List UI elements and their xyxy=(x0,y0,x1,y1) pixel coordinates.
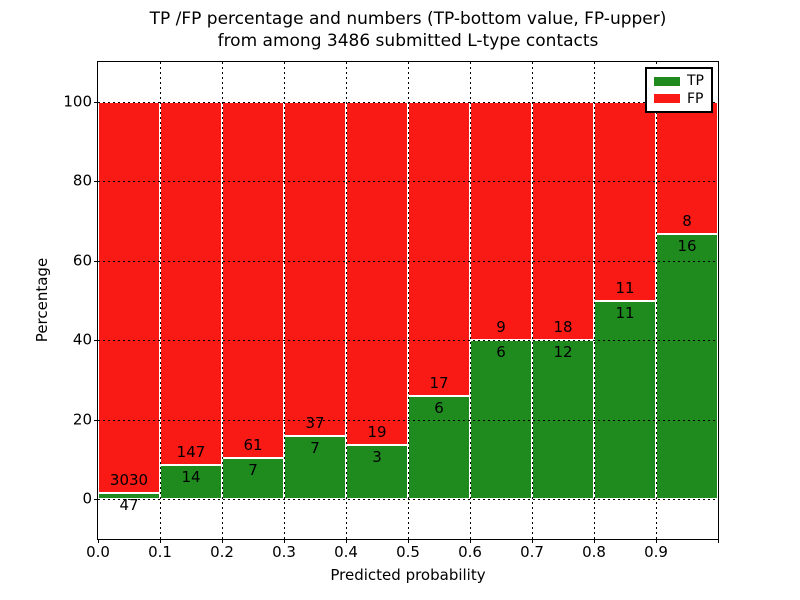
tp-count-label: 47 xyxy=(119,496,139,515)
tp-count-label: 14 xyxy=(181,467,201,486)
legend-entry-tp: TP xyxy=(647,74,711,88)
tp-count-label: 6 xyxy=(496,343,506,362)
fp-count-label: 9 xyxy=(496,318,506,337)
fp-bar-segment xyxy=(222,101,284,459)
legend-label-fp: FP xyxy=(687,90,704,107)
x-tick-label: 0.1 xyxy=(148,543,172,561)
x-gridline xyxy=(408,62,409,539)
tp-count-label: 11 xyxy=(615,303,635,322)
fp-count-label: 11 xyxy=(615,278,635,297)
chart-title: TP /FP percentage and numbers (TP-bottom… xyxy=(98,8,718,52)
x-tick-label: 0.8 xyxy=(582,543,606,561)
x-gridline xyxy=(222,62,223,539)
x-gridline xyxy=(284,62,285,539)
x-tick xyxy=(408,539,409,543)
x-tick xyxy=(532,539,533,543)
fp-bar-segment xyxy=(594,101,656,301)
tp-bar-segment xyxy=(656,234,718,500)
tp-bar-segment xyxy=(98,493,160,500)
x-tick-label: 0.9 xyxy=(644,543,668,561)
tp-bar-segment xyxy=(594,300,656,500)
x-tick-label: 0.0 xyxy=(86,543,110,561)
x-tick xyxy=(594,539,595,543)
tp-count-label: 7 xyxy=(310,439,320,457)
y-tick xyxy=(94,419,98,421)
x-tick xyxy=(284,539,285,543)
fp-swatch-icon xyxy=(654,94,680,104)
x-tick-label: 0.2 xyxy=(210,543,234,561)
tp-count-label: 16 xyxy=(677,237,697,256)
x-tick-label: 0.7 xyxy=(520,543,544,561)
tp-swatch-icon xyxy=(654,76,680,86)
fp-count-label: 3030 xyxy=(109,471,149,490)
fp-bar-segment xyxy=(284,101,346,436)
fp-count-label: 19 xyxy=(367,423,387,442)
x-tick xyxy=(718,539,719,543)
fp-count-label: 8 xyxy=(682,212,692,231)
y-tick-label: 60 xyxy=(72,251,92,270)
tp-bar-segment xyxy=(222,458,284,500)
x-tick xyxy=(222,539,223,543)
fp-count-label: 17 xyxy=(429,373,449,392)
y-tick xyxy=(94,499,98,501)
x-gridline xyxy=(346,62,347,539)
y-tick xyxy=(94,260,98,262)
legend: TP FP xyxy=(645,67,713,113)
fp-bar-segment xyxy=(532,101,594,341)
chart-title-line1: TP /FP percentage and numbers (TP-bottom… xyxy=(149,9,667,29)
fp-count-label: 18 xyxy=(553,318,573,337)
fp-count-label: 37 xyxy=(305,414,325,432)
legend-entry-fp: FP xyxy=(647,92,711,106)
fp-bar-segment xyxy=(408,101,470,396)
legend-label-tp: TP xyxy=(687,73,704,90)
tp-count-label: 6 xyxy=(434,398,444,417)
tp-count-label: 7 xyxy=(248,461,258,480)
tp-count-label: 12 xyxy=(553,343,573,362)
x-tick-label: 0.4 xyxy=(334,543,358,561)
y-axis-label: Percentage xyxy=(33,257,51,343)
x-tick-label: 0.6 xyxy=(458,543,482,561)
y-tick-label: 20 xyxy=(72,410,92,429)
x-gridline xyxy=(594,62,595,539)
x-tick-label: 0.5 xyxy=(396,543,420,561)
fp-bar-segment xyxy=(98,101,160,494)
y-tick xyxy=(94,101,98,103)
y-tick-label: 0 xyxy=(82,489,92,508)
x-tick xyxy=(346,539,347,543)
y-tick-label: 100 xyxy=(63,92,92,111)
tp-bar-segment xyxy=(160,464,222,500)
x-tick xyxy=(98,539,99,543)
x-gridline xyxy=(160,62,161,539)
tp-count-label: 3 xyxy=(372,448,382,467)
fp-bar-segment xyxy=(160,101,222,465)
fp-count-label: 61 xyxy=(243,436,263,455)
fp-bar-segment xyxy=(346,101,408,446)
y-tick xyxy=(94,340,98,342)
y-tick-label: 40 xyxy=(72,330,92,349)
fp-count-label: 147 xyxy=(176,442,206,461)
x-tick xyxy=(470,539,471,543)
x-tick-label: 0.3 xyxy=(272,543,296,561)
chart-title-line2: from among 3486 submitted L-type contact… xyxy=(217,31,599,51)
x-gridline xyxy=(532,62,533,539)
x-gridline xyxy=(470,62,471,539)
x-tick xyxy=(160,539,161,543)
tp-bar-segment xyxy=(284,436,346,500)
x-axis-label: Predicted probability xyxy=(330,566,486,584)
fp-bar-segment xyxy=(470,101,532,341)
x-gridline xyxy=(656,62,657,539)
x-tick xyxy=(656,539,657,543)
y-tick-label: 80 xyxy=(72,171,92,190)
y-tick xyxy=(94,181,98,183)
